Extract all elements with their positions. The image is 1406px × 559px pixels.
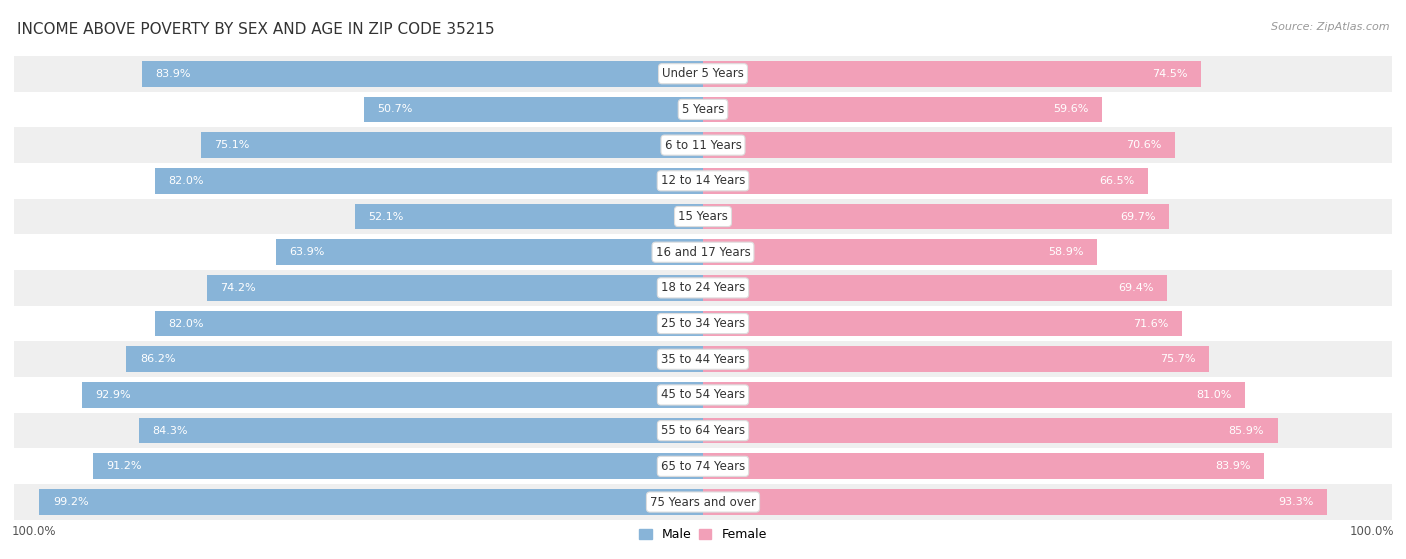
Bar bbox=[354, 203, 703, 229]
Bar bbox=[703, 311, 1182, 337]
Text: 16 and 17 Years: 16 and 17 Years bbox=[655, 246, 751, 259]
Bar bbox=[364, 97, 703, 122]
Text: Source: ZipAtlas.com: Source: ZipAtlas.com bbox=[1271, 22, 1389, 32]
Text: 66.5%: 66.5% bbox=[1099, 176, 1135, 186]
Bar bbox=[82, 382, 703, 408]
Text: 5 Years: 5 Years bbox=[682, 103, 724, 116]
Text: INCOME ABOVE POVERTY BY SEX AND AGE IN ZIP CODE 35215: INCOME ABOVE POVERTY BY SEX AND AGE IN Z… bbox=[17, 22, 495, 37]
Text: 69.7%: 69.7% bbox=[1121, 211, 1156, 221]
Text: 86.2%: 86.2% bbox=[139, 354, 176, 364]
Bar bbox=[39, 489, 703, 515]
Bar bbox=[703, 97, 1102, 122]
Text: 55 to 64 Years: 55 to 64 Years bbox=[661, 424, 745, 437]
Text: Under 5 Years: Under 5 Years bbox=[662, 67, 744, 80]
Bar bbox=[703, 453, 1264, 479]
Bar bbox=[14, 127, 1392, 163]
Bar bbox=[207, 275, 703, 301]
Text: 18 to 24 Years: 18 to 24 Years bbox=[661, 281, 745, 295]
Bar bbox=[155, 168, 703, 193]
Bar bbox=[14, 163, 1392, 198]
Bar bbox=[201, 132, 703, 158]
Text: 74.2%: 74.2% bbox=[221, 283, 256, 293]
Text: 35 to 44 Years: 35 to 44 Years bbox=[661, 353, 745, 366]
Text: 63.9%: 63.9% bbox=[290, 247, 325, 257]
Text: 85.9%: 85.9% bbox=[1229, 425, 1264, 435]
Text: 91.2%: 91.2% bbox=[107, 461, 142, 471]
Bar bbox=[703, 347, 1209, 372]
Text: 74.5%: 74.5% bbox=[1153, 69, 1188, 79]
Bar bbox=[14, 306, 1392, 342]
Bar bbox=[142, 61, 703, 87]
Text: 12 to 14 Years: 12 to 14 Years bbox=[661, 174, 745, 187]
Text: 83.9%: 83.9% bbox=[155, 69, 191, 79]
Text: 6 to 11 Years: 6 to 11 Years bbox=[665, 139, 741, 151]
Text: 25 to 34 Years: 25 to 34 Years bbox=[661, 317, 745, 330]
Bar bbox=[703, 239, 1097, 265]
Bar bbox=[155, 311, 703, 337]
Text: 82.0%: 82.0% bbox=[167, 319, 204, 329]
Bar bbox=[703, 168, 1147, 193]
Bar bbox=[276, 239, 703, 265]
Bar bbox=[14, 92, 1392, 127]
Text: 69.4%: 69.4% bbox=[1118, 283, 1154, 293]
Text: 75 Years and over: 75 Years and over bbox=[650, 495, 756, 509]
Text: 75.7%: 75.7% bbox=[1160, 354, 1197, 364]
Text: 50.7%: 50.7% bbox=[377, 105, 412, 115]
Bar bbox=[139, 418, 703, 443]
Legend: Male, Female: Male, Female bbox=[634, 523, 772, 546]
Bar bbox=[703, 61, 1201, 87]
Bar bbox=[14, 270, 1392, 306]
Bar bbox=[14, 448, 1392, 484]
Bar bbox=[127, 347, 703, 372]
Bar bbox=[14, 234, 1392, 270]
Text: 99.2%: 99.2% bbox=[53, 497, 89, 507]
Text: 71.6%: 71.6% bbox=[1133, 319, 1168, 329]
Bar bbox=[703, 132, 1175, 158]
Bar bbox=[14, 377, 1392, 413]
Text: 82.0%: 82.0% bbox=[167, 176, 204, 186]
Text: 81.0%: 81.0% bbox=[1197, 390, 1232, 400]
Text: 92.9%: 92.9% bbox=[96, 390, 131, 400]
Text: 52.1%: 52.1% bbox=[368, 211, 404, 221]
Text: 83.9%: 83.9% bbox=[1215, 461, 1251, 471]
Text: 58.9%: 58.9% bbox=[1047, 247, 1084, 257]
Text: 45 to 54 Years: 45 to 54 Years bbox=[661, 389, 745, 401]
Text: 75.1%: 75.1% bbox=[214, 140, 249, 150]
Bar bbox=[14, 484, 1392, 520]
Bar bbox=[14, 413, 1392, 448]
Bar bbox=[14, 342, 1392, 377]
Text: 84.3%: 84.3% bbox=[152, 425, 188, 435]
Bar bbox=[703, 489, 1327, 515]
Bar bbox=[14, 56, 1392, 92]
Text: 59.6%: 59.6% bbox=[1053, 105, 1088, 115]
Bar bbox=[703, 382, 1244, 408]
Bar bbox=[14, 198, 1392, 234]
Bar bbox=[703, 275, 1167, 301]
Text: 93.3%: 93.3% bbox=[1278, 497, 1313, 507]
Bar bbox=[703, 203, 1170, 229]
Bar bbox=[703, 418, 1278, 443]
Text: 70.6%: 70.6% bbox=[1126, 140, 1161, 150]
Text: 15 Years: 15 Years bbox=[678, 210, 728, 223]
Text: 65 to 74 Years: 65 to 74 Years bbox=[661, 460, 745, 473]
Bar bbox=[93, 453, 703, 479]
